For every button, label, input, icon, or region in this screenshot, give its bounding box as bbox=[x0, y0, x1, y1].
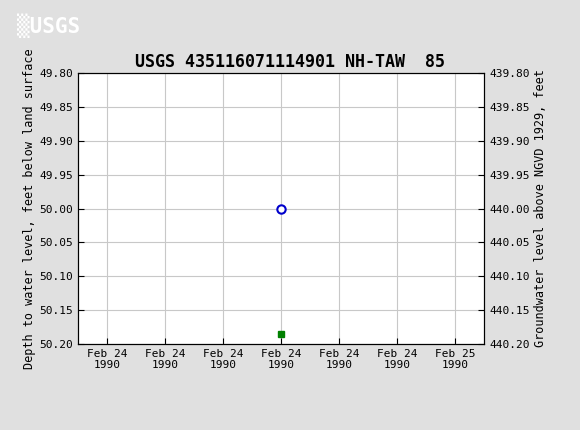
Y-axis label: Depth to water level, feet below land surface: Depth to water level, feet below land su… bbox=[23, 48, 35, 369]
Text: USGS 435116071114901 NH-TAW  85: USGS 435116071114901 NH-TAW 85 bbox=[135, 53, 445, 71]
Text: ▒USGS: ▒USGS bbox=[17, 13, 81, 38]
Y-axis label: Groundwater level above NGVD 1929, feet: Groundwater level above NGVD 1929, feet bbox=[534, 70, 547, 347]
Legend: Period of approved data: Period of approved data bbox=[181, 428, 382, 430]
